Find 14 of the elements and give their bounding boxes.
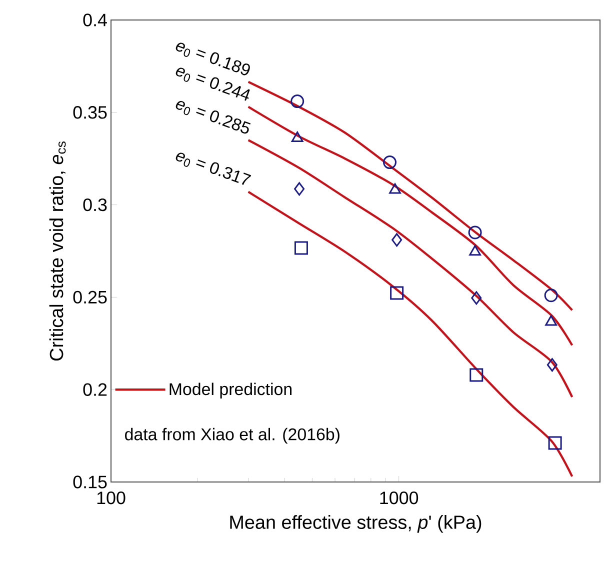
y-tick-label: 0.35 — [73, 106, 107, 119]
annotation: e$_{0}$ = 0.285 — [176, 100, 251, 134]
y-axis-title: Critical state void ratio, e$_{cs}$ — [49, 141, 66, 361]
y-tick-label: 0.2 — [83, 383, 107, 396]
legend-label: Model prediction — [170, 382, 292, 399]
y-tick-label: 0.25 — [73, 290, 107, 304]
x-axis-title: Mean effective stress, p' (kPa) — [230, 515, 482, 533]
y-tick-label: 0.3 — [83, 198, 107, 212]
x-tick-label: 100 — [97, 492, 126, 504]
annotation: e$_{0}$ = 0.317 — [176, 152, 252, 185]
x-tick-label: 1000 — [380, 492, 418, 504]
y-tick-label: 0.4 — [83, 14, 107, 26]
annotation: data from Xiao et al. (2016b) — [125, 428, 340, 444]
y-tick-label: 0.15 — [73, 476, 107, 488]
